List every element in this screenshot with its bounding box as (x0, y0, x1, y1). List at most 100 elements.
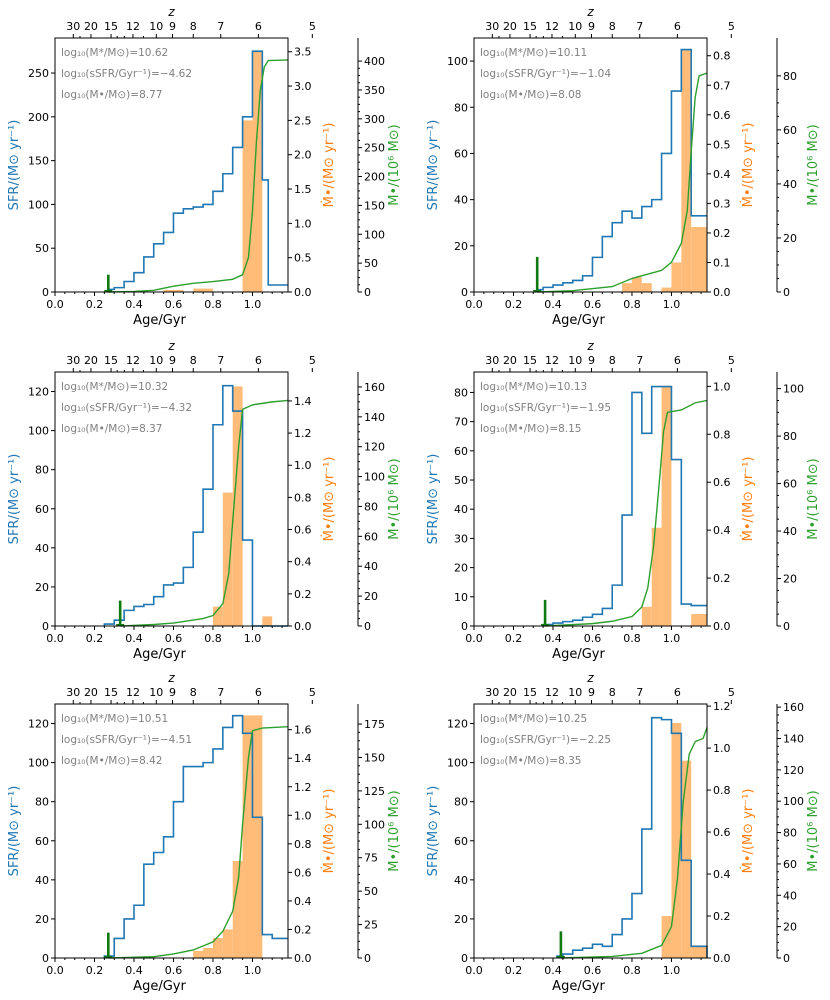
mdot-bar (242, 715, 253, 958)
mdot-tick-label: 0.4 (713, 168, 731, 181)
mdot-tick-label: 1.0 (294, 809, 312, 822)
mdot-axis-label: Ṁ•/(M⊙ yr⁻¹) (321, 789, 337, 874)
annotation-text: log₁₀(sSFR/Gyr⁻¹)=−4.62 (61, 68, 192, 80)
x-tick-label: 0.2 (86, 964, 104, 977)
x-tick-label: 0.0 (465, 632, 483, 645)
z-tick-label: 12 (545, 20, 559, 33)
mdot-bar (631, 277, 642, 292)
mbh-tick-label: 50 (364, 885, 378, 898)
z-tick-label: 9 (169, 20, 176, 33)
sfr-tick-label: 0 (42, 286, 49, 299)
sfr-tick-label: 10 (454, 591, 468, 604)
z-tick-label: 20 (503, 354, 517, 367)
z-tick-label: 20 (503, 20, 517, 33)
mdot-tick-label: 3.0 (294, 80, 312, 93)
mdot-tick-label: 3.5 (294, 46, 312, 59)
mdot-bar (252, 51, 263, 292)
z-tick-label: 30 (485, 20, 499, 33)
axes-frame (473, 703, 708, 959)
sfr-axis-label: SFR/(M⊙ yr⁻¹) (426, 120, 441, 211)
mdot-tick-label: 1.0 (713, 380, 731, 393)
axes-frame (54, 37, 289, 293)
mdot-tick-label: 0.2 (713, 910, 731, 923)
z-tick-label: 10 (149, 354, 163, 367)
mdot-bar (651, 527, 662, 626)
mbh-tick-label: 60 (783, 478, 797, 491)
x-tick-label: 0.8 (623, 298, 641, 311)
sfr-tick-label: 50 (454, 474, 468, 487)
mdot-bar (691, 945, 707, 958)
axes-frame (54, 371, 289, 627)
mdot-tick-label: 2.0 (294, 149, 312, 162)
x-tick-label: 0.0 (46, 964, 64, 977)
sfr-step-line (103, 384, 288, 627)
mdot-axis-label: Ṁ•/(M⊙ yr⁻¹) (740, 457, 756, 542)
panel-bottom-left: 0.0 0.2 0.4 0.6 0.8 1.0 Age/Gyr 30 20 15 12 10 9 8 7 6 5… (7, 671, 402, 994)
z-tick-label: 30 (66, 354, 80, 367)
sfr-step-line (103, 714, 288, 958)
mbh-tick-label: 100 (364, 471, 385, 484)
mdot-tick-label: 0.6 (713, 826, 731, 839)
z-tick-label: 15 (523, 354, 537, 367)
sfr-tick-label: 40 (454, 503, 468, 516)
mdot-tick-label: 1.5 (294, 183, 312, 196)
x-tick-label: 1.0 (244, 964, 262, 977)
z-tick-label: 7 (217, 354, 224, 367)
x-tick-label: 0.6 (584, 298, 602, 311)
annotation-text: log₁₀(M*/M⊙)=10.13 (480, 381, 587, 393)
sfr-tick-label: 20 (35, 913, 49, 926)
mbh-tick-label: 80 (783, 430, 797, 443)
z-tick-label: 12 (126, 686, 140, 699)
mdot-bar (212, 938, 223, 958)
annotation-text: log₁₀(sSFR/Gyr⁻¹)=−1.95 (480, 402, 611, 414)
mdot-tick-label: 1.2 (713, 700, 731, 713)
mdot-bar (681, 760, 692, 958)
z-tick-label: 6 (674, 354, 681, 367)
z-tick-label: 12 (545, 354, 559, 367)
annotation-text: log₁₀(sSFR/Gyr⁻¹)=−4.51 (61, 734, 192, 746)
sfr-tick-label: 250 (28, 67, 49, 80)
z-tick-label: 8 (190, 686, 197, 699)
mbh-line (108, 59, 289, 293)
mbh-tick-label: 200 (364, 171, 385, 184)
mbh-axis-label: M•/(10⁶ M⊙) (387, 790, 402, 871)
mdot-tick-label: 0.2 (713, 572, 731, 585)
mdot-axis-label: Ṁ•/(M⊙ yr⁻¹) (740, 789, 756, 874)
z-tick-label: 20 (84, 354, 98, 367)
x-tick-label: 0.6 (165, 298, 183, 311)
z-tick-label: 10 (568, 686, 582, 699)
mdot-tick-label: 1.4 (294, 395, 312, 408)
mbh-line (545, 399, 708, 627)
mbh-tick-label: 80 (364, 500, 378, 513)
mdot-bar (661, 386, 672, 626)
mbh-tick-label: 350 (364, 84, 385, 97)
mbh-line (560, 727, 708, 959)
sfr-tick-label: 80 (35, 464, 49, 477)
sfr-tick-label: 0 (461, 620, 468, 633)
mdot-tick-label: 0.3 (713, 197, 731, 210)
z-tick-label: 15 (523, 20, 537, 33)
sfr-step-line (542, 385, 707, 626)
z-tick-label: 5 (728, 354, 735, 367)
axes-frame (473, 371, 708, 627)
mbh-tick-label: 100 (364, 228, 385, 241)
mbh-tick-label: 0 (783, 286, 790, 299)
x-tick-label: 0.0 (46, 632, 64, 645)
x-tick-label: 0.2 (505, 298, 523, 311)
mdot-tick-label: 0.8 (713, 428, 731, 441)
z-tick-label: 6 (674, 20, 681, 33)
mdot-bar (641, 283, 652, 292)
x-tick-label: 1.0 (244, 298, 262, 311)
mdot-bar (232, 386, 243, 626)
panel-top-right: 0.0 0.2 0.4 0.6 0.8 1.0 Age/Gyr 30 20 15 12 10 9 8 7 6 5… (426, 5, 821, 328)
mdot-bar (222, 929, 233, 958)
z-tick-label: 10 (149, 20, 163, 33)
sfr-axis-label: SFR/(M⊙ yr⁻¹) (426, 454, 441, 545)
mdot-tick-label: 1.2 (294, 427, 312, 440)
x-axis-label: Age/Gyr (133, 313, 186, 328)
mbh-tick-label: 150 (364, 199, 385, 212)
mdot-bar (203, 948, 213, 958)
z-axis-label: z (167, 671, 175, 685)
mdot-tick-label: 0.2 (294, 923, 312, 936)
mdot-tick-label: 0.1 (713, 256, 731, 269)
